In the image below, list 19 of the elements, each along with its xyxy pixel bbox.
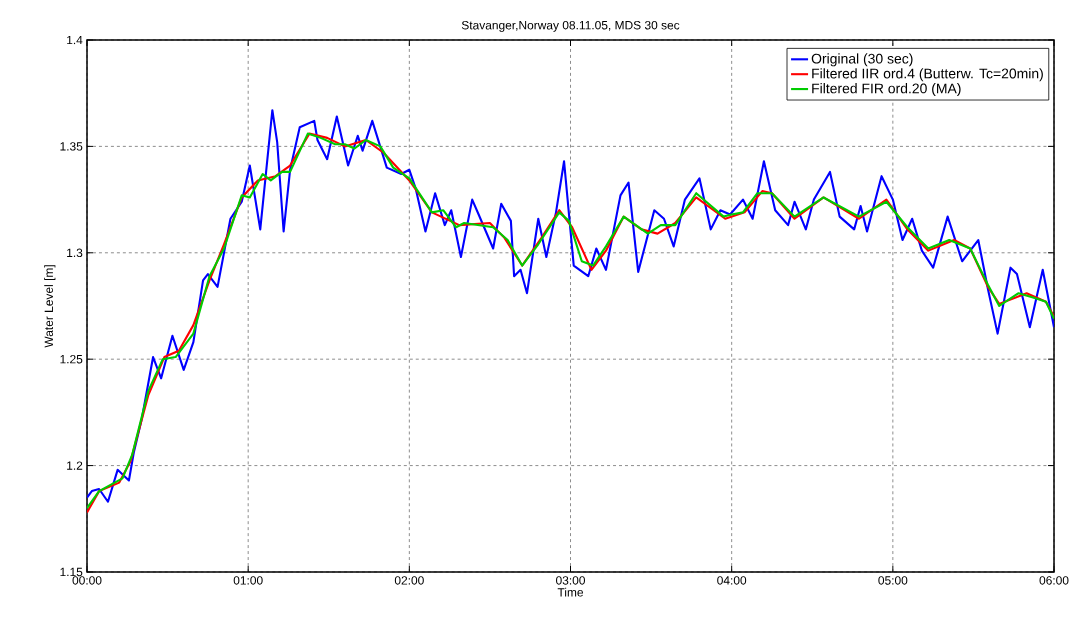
- x-axis-title: Time: [557, 587, 584, 597]
- x-tick-label: 02:00: [394, 576, 424, 585]
- y-tick-label: 1.25: [60, 354, 83, 364]
- x-tick-label: 05:00: [878, 576, 908, 585]
- y-tick-label: 1.2: [67, 461, 83, 470]
- y-tick-label: 1.35: [60, 142, 83, 151]
- legend-label: Filtered IIR ord.4 (Butterw. Tc=20min): [812, 68, 1043, 82]
- chart-title: Stavanger,Norway 08.11.05, MDS 30 sec: [461, 21, 680, 32]
- x-tick-label: 00:00: [72, 576, 102, 585]
- legend-label: Filtered FIR ord.20 (MA): [812, 83, 961, 97]
- y-axis-title: Water Level [m]: [44, 265, 56, 348]
- y-tick-label: 1.15: [60, 567, 83, 577]
- x-tick-label: 04:00: [717, 576, 747, 585]
- x-tick-label: 06:00: [1039, 576, 1069, 585]
- x-tick-label: 01:00: [233, 576, 263, 585]
- x-tick-label: 03:00: [556, 576, 585, 585]
- legend-label: Original (30 sec): [811, 53, 913, 67]
- y-tick-label: 1.3: [67, 248, 83, 258]
- y-tick-label: 1.4: [67, 35, 83, 45]
